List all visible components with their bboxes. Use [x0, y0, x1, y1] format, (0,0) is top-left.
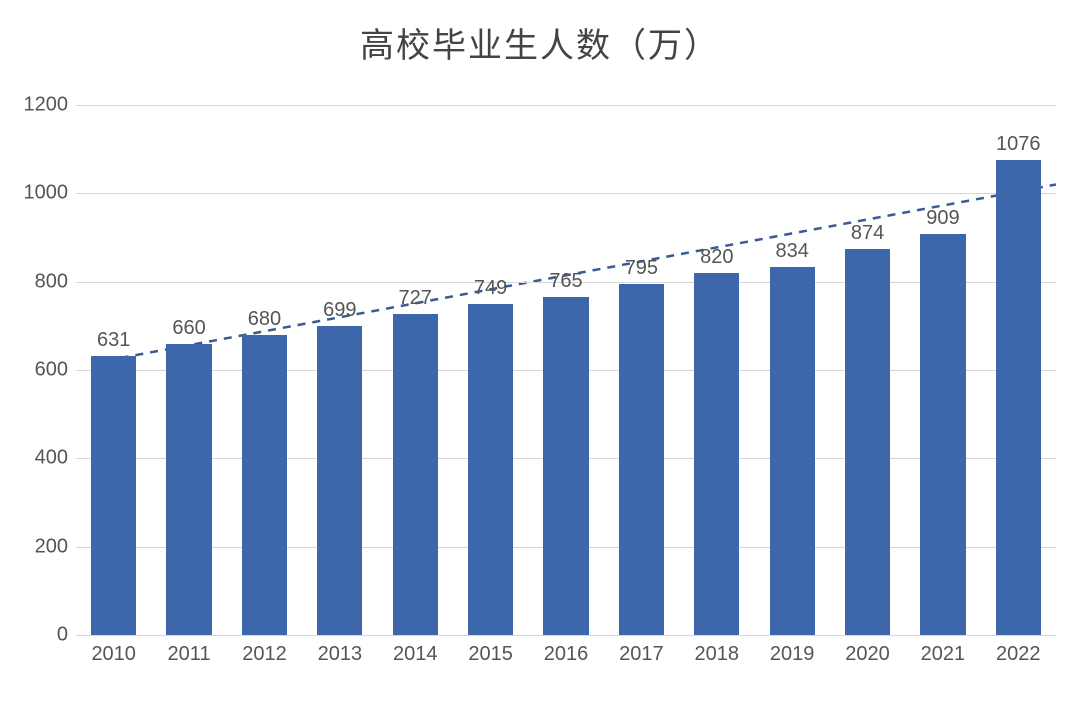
bar-value-label: 765 — [549, 270, 582, 293]
y-axis-label: 200 — [14, 535, 68, 558]
bar-value-label: 1076 — [996, 133, 1041, 156]
x-axis-label: 2021 — [921, 643, 966, 666]
bar-value-label: 631 — [97, 329, 130, 352]
y-axis-label: 0 — [14, 624, 68, 647]
bar-value-label: 699 — [323, 299, 356, 322]
bar-value-label: 874 — [851, 222, 884, 245]
bar — [770, 267, 815, 635]
bar — [91, 356, 136, 635]
bar-value-label: 909 — [926, 207, 959, 230]
bar — [845, 249, 890, 635]
x-axis-label: 2011 — [168, 643, 211, 666]
bar-value-label: 727 — [399, 287, 432, 310]
bar-value-label: 680 — [248, 308, 281, 331]
bar-value-label: 660 — [172, 317, 205, 340]
y-axis-label: 400 — [14, 447, 68, 470]
bar — [920, 234, 965, 635]
bar — [242, 335, 287, 635]
bar-value-label: 834 — [775, 240, 808, 263]
bar — [543, 297, 588, 635]
chart-container: 高校毕业生人数（万） 02004006008001000120063120106… — [0, 0, 1080, 704]
gridline — [76, 193, 1056, 194]
gridline — [76, 105, 1056, 106]
chart-title: 高校毕业生人数（万） — [0, 18, 1080, 67]
gridline — [76, 635, 1056, 636]
bar — [619, 284, 664, 635]
bar-value-label: 820 — [700, 246, 733, 269]
x-axis-label: 2010 — [91, 643, 136, 666]
x-axis-label: 2022 — [996, 643, 1041, 666]
x-axis-label: 2014 — [393, 643, 438, 666]
bar — [166, 344, 211, 636]
bar — [317, 326, 362, 635]
plot-area: 0200400600800100012006312010660201168020… — [76, 105, 1056, 635]
bar-value-label: 795 — [625, 257, 658, 280]
bar — [468, 304, 513, 635]
bar — [393, 314, 438, 635]
x-axis-label: 2016 — [544, 643, 589, 666]
y-axis-label: 1200 — [14, 94, 68, 117]
y-axis-label: 800 — [14, 270, 68, 293]
y-axis-label: 600 — [14, 359, 68, 382]
bar-value-label: 749 — [474, 277, 507, 300]
x-axis-label: 2020 — [845, 643, 890, 666]
x-axis-label: 2012 — [242, 643, 287, 666]
x-axis-label: 2013 — [318, 643, 363, 666]
bar — [694, 273, 739, 635]
x-axis-label: 2015 — [468, 643, 513, 666]
y-axis-label: 1000 — [14, 182, 68, 205]
bar — [996, 160, 1041, 635]
x-axis-label: 2017 — [619, 643, 664, 666]
x-axis-label: 2019 — [770, 643, 815, 666]
x-axis-label: 2018 — [695, 643, 740, 666]
